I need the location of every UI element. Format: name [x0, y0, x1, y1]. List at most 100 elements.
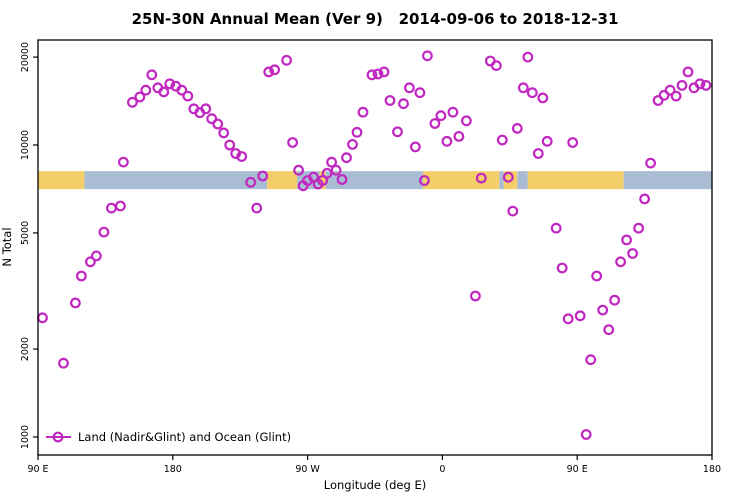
data-point [224, 139, 236, 151]
y-tick-label: 2000 [20, 337, 31, 361]
x-tick-label: 180 [703, 464, 721, 475]
x-tick-label: 0 [439, 464, 445, 475]
data-point [550, 222, 562, 234]
data-point [511, 122, 523, 134]
data-point [126, 96, 138, 108]
band-segment-ocean [517, 171, 528, 190]
data-point [257, 170, 269, 182]
data-point [682, 66, 694, 78]
band-segment-land [38, 171, 85, 190]
y-axis-title: N Total [0, 227, 14, 266]
data-point [522, 51, 534, 63]
data-point [507, 205, 519, 217]
y-tick-label: 5000 [20, 221, 31, 245]
legend-label: Land (Nadir&Glint) and Ocean (Glint) [78, 430, 291, 444]
data-point [146, 69, 158, 81]
x-axis-title: Longitude (deg E) [324, 478, 426, 492]
data-point [245, 176, 257, 188]
data-point [164, 78, 176, 90]
data-point [603, 324, 615, 336]
data-point [541, 135, 553, 147]
data-point [475, 172, 487, 184]
band-segment-land [267, 171, 298, 190]
y-tick-label: 10000 [20, 130, 31, 160]
data-point [321, 167, 333, 179]
data-point [200, 103, 212, 115]
data-point [664, 84, 676, 96]
data-point [330, 164, 342, 176]
band-segment-land [319, 171, 326, 190]
data-point [398, 98, 409, 110]
data-point [470, 290, 481, 302]
data-point [69, 297, 81, 309]
data-point [490, 60, 502, 71]
data-point [212, 118, 224, 130]
band-segment-ocean [623, 171, 712, 190]
data-point [287, 137, 299, 148]
data-point [435, 110, 447, 122]
legend-point-icon [52, 431, 64, 443]
data-point [176, 84, 188, 96]
data-point [453, 130, 465, 142]
data-point [75, 270, 87, 282]
data-point [441, 135, 453, 147]
data-point [140, 84, 152, 96]
data-point [580, 429, 592, 440]
data-point [627, 248, 638, 259]
band-segment-land [527, 171, 624, 190]
data-point [633, 222, 644, 234]
data-point [98, 226, 110, 238]
data-point [562, 313, 574, 325]
data-point [591, 270, 603, 282]
data-point [597, 304, 609, 316]
data-point [269, 64, 281, 76]
data-point [236, 151, 248, 162]
data-point [652, 95, 664, 106]
data-point [384, 95, 396, 106]
data-point [392, 126, 403, 138]
data-point [158, 86, 170, 98]
data-point [447, 106, 459, 118]
data-point [502, 171, 514, 183]
data-point [58, 357, 69, 369]
data-point [263, 66, 275, 78]
data-point [422, 50, 433, 62]
y-tick-label: 1000 [20, 425, 31, 449]
data-point [621, 234, 632, 246]
data-point [429, 118, 441, 129]
data-point [461, 115, 472, 127]
data-point [404, 82, 415, 94]
data-point [609, 294, 620, 306]
data-point [90, 250, 102, 262]
data-point [410, 141, 421, 153]
data-point [341, 152, 352, 164]
band-segment-land [422, 171, 500, 190]
data-point [336, 174, 348, 185]
data-point [347, 138, 358, 150]
data-point [134, 91, 146, 103]
data-point [281, 54, 293, 66]
data-point [206, 113, 218, 125]
x-axis: 90 E 180 90 W 0 90 E 180 [27, 455, 721, 475]
data-point [105, 202, 117, 214]
data-point [117, 156, 129, 168]
data-point [615, 256, 626, 268]
data-point [357, 106, 369, 118]
data-point [574, 310, 586, 322]
data-point [293, 164, 305, 176]
band-segment-ocean [325, 171, 423, 190]
data-point [251, 202, 263, 214]
data-point [556, 262, 568, 274]
data-point [372, 68, 384, 80]
x-tick-label: 90 E [567, 464, 588, 475]
data-point [567, 137, 579, 148]
data-point [639, 193, 650, 205]
chart-title: 25N-30N Annual Mean (Ver 9) 2014-09-06 t… [132, 10, 619, 28]
plot-box [37, 39, 713, 456]
data-point [526, 87, 538, 99]
data-point [700, 79, 712, 91]
x-tick-label: 180 [164, 464, 182, 475]
data-point [37, 312, 48, 324]
